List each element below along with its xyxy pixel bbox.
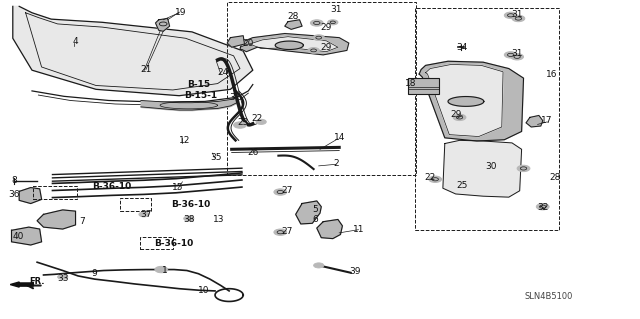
Polygon shape	[37, 210, 76, 229]
Text: B-36-10: B-36-10	[171, 200, 211, 209]
Circle shape	[234, 122, 246, 128]
Text: 16: 16	[546, 70, 557, 79]
Text: B-36-10: B-36-10	[154, 239, 194, 248]
Text: 29: 29	[321, 23, 332, 32]
Polygon shape	[275, 41, 303, 49]
Polygon shape	[443, 140, 522, 197]
Bar	[120, 198, 151, 211]
Circle shape	[313, 35, 324, 41]
Polygon shape	[227, 36, 244, 47]
Text: 14: 14	[333, 133, 345, 142]
Text: 24: 24	[217, 68, 228, 77]
Circle shape	[308, 48, 319, 53]
Text: 6: 6	[312, 215, 317, 224]
Text: 26: 26	[247, 148, 259, 157]
Text: 22: 22	[252, 115, 263, 123]
Text: 11: 11	[353, 225, 364, 234]
Circle shape	[453, 114, 466, 121]
Circle shape	[184, 216, 194, 221]
Circle shape	[310, 20, 323, 26]
Circle shape	[328, 20, 338, 25]
Text: 37: 37	[140, 210, 152, 219]
Text: 34: 34	[456, 43, 468, 52]
Text: 23: 23	[237, 118, 249, 127]
Text: 15: 15	[172, 183, 184, 192]
Text: 10: 10	[198, 286, 209, 295]
Text: 38: 38	[183, 215, 195, 224]
Text: 12: 12	[179, 137, 190, 145]
Text: 8: 8	[12, 176, 17, 185]
Text: 18: 18	[405, 79, 417, 88]
FancyArrow shape	[10, 282, 33, 287]
Polygon shape	[240, 33, 349, 55]
Polygon shape	[12, 227, 42, 245]
Text: 35: 35	[211, 153, 222, 162]
Text: 31: 31	[511, 49, 523, 58]
Text: 33: 33	[57, 274, 68, 283]
Text: B-36-10: B-36-10	[92, 182, 132, 191]
Text: 19: 19	[175, 8, 187, 17]
Text: 25: 25	[456, 181, 468, 190]
Text: 30: 30	[486, 162, 497, 171]
Polygon shape	[526, 115, 543, 127]
Polygon shape	[19, 188, 42, 204]
Text: 4: 4	[73, 37, 78, 46]
Circle shape	[139, 212, 149, 217]
Polygon shape	[13, 6, 253, 96]
Circle shape	[155, 266, 168, 273]
Polygon shape	[426, 64, 503, 137]
Bar	[33, 186, 77, 199]
Text: B-15-1: B-15-1	[184, 91, 218, 100]
Text: 22: 22	[424, 173, 436, 182]
Text: 36: 36	[8, 190, 20, 199]
Polygon shape	[250, 37, 338, 52]
Circle shape	[517, 165, 530, 172]
Text: 29: 29	[321, 43, 332, 52]
Polygon shape	[419, 61, 524, 141]
Bar	[415, 8, 559, 230]
Text: SLN4B5100: SLN4B5100	[525, 292, 573, 301]
Circle shape	[429, 176, 442, 182]
Text: 21: 21	[140, 65, 152, 74]
Text: 5: 5	[312, 205, 317, 214]
Polygon shape	[296, 201, 321, 224]
Circle shape	[536, 204, 549, 210]
Circle shape	[314, 263, 324, 268]
Circle shape	[511, 54, 524, 60]
Circle shape	[256, 119, 266, 124]
Circle shape	[274, 229, 287, 235]
Polygon shape	[285, 20, 302, 29]
Text: 32: 32	[537, 204, 548, 212]
Polygon shape	[448, 97, 484, 106]
Text: 39: 39	[349, 267, 361, 276]
Text: 3: 3	[229, 93, 234, 102]
Text: 1: 1	[163, 266, 168, 275]
Text: 31: 31	[330, 5, 342, 14]
Circle shape	[512, 15, 525, 22]
Bar	[140, 237, 173, 249]
Circle shape	[58, 274, 68, 279]
Text: B-15: B-15	[187, 80, 210, 89]
Text: 27: 27	[281, 186, 292, 195]
Text: 28: 28	[550, 173, 561, 182]
Text: 27: 27	[281, 227, 292, 236]
Circle shape	[504, 12, 517, 19]
Circle shape	[274, 189, 287, 195]
Text: 13: 13	[213, 215, 225, 224]
Text: 28: 28	[287, 12, 299, 21]
Bar	[408, 78, 439, 94]
Text: 40: 40	[12, 232, 24, 241]
Text: 17: 17	[541, 116, 553, 125]
Text: 29: 29	[450, 110, 461, 119]
Polygon shape	[317, 219, 342, 239]
Polygon shape	[156, 19, 170, 31]
Text: 9: 9	[92, 269, 97, 278]
Circle shape	[504, 52, 517, 58]
Text: 7: 7	[79, 217, 84, 226]
Text: 20: 20	[243, 39, 254, 48]
Text: FR.: FR.	[29, 277, 45, 286]
Text: 31: 31	[511, 10, 523, 19]
Bar	[227, 2, 416, 175]
Text: 2: 2	[333, 159, 339, 168]
